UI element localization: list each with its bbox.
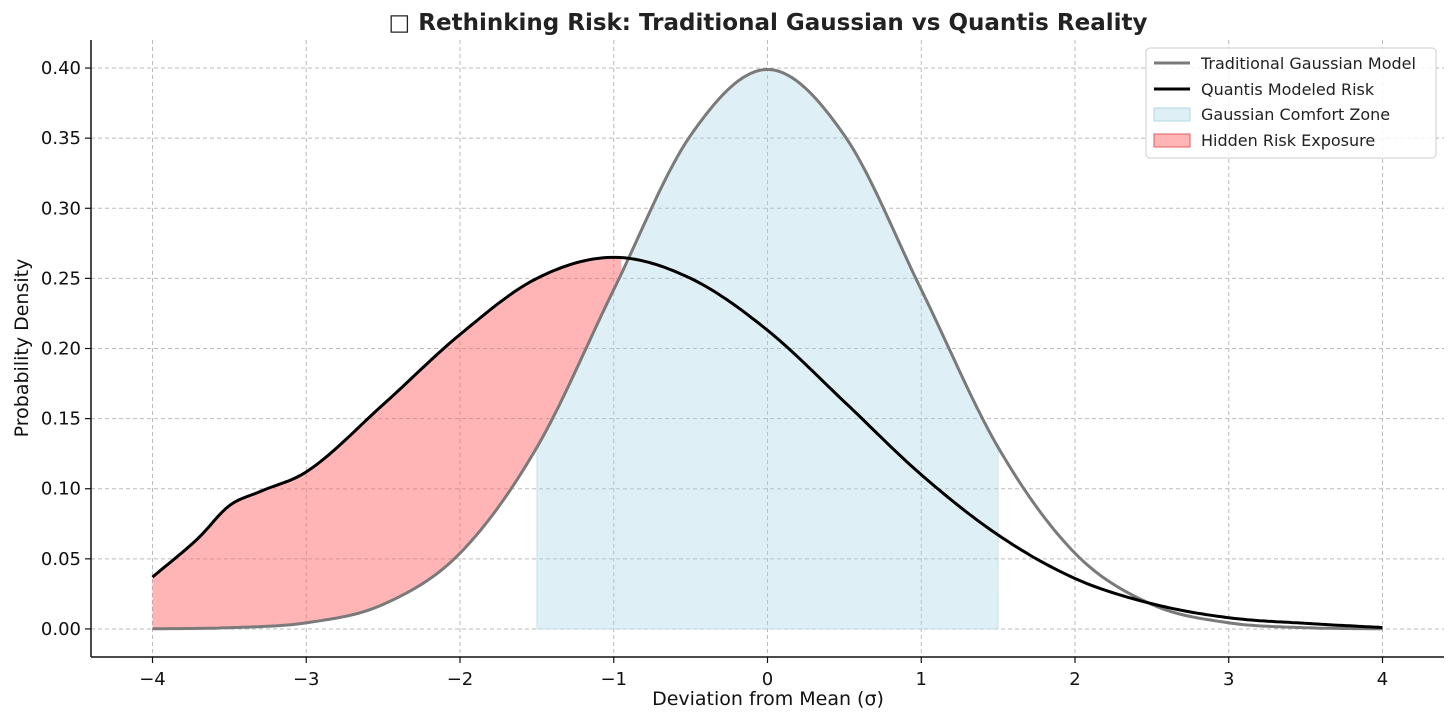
y-tick-label: 0.25 <box>41 268 81 289</box>
x-tick-label: −1 <box>600 669 627 690</box>
x-tick-label: 0 <box>762 669 773 690</box>
x-tick-label: −3 <box>293 669 320 690</box>
shaded-regions <box>152 68 999 630</box>
y-tick-label: 0.35 <box>41 128 81 149</box>
legend-label-gaussian: Traditional Gaussian Model <box>1200 54 1416 73</box>
hidden-risk-area <box>152 257 622 629</box>
y-tick-label: 0.20 <box>41 339 81 360</box>
legend-swatch-comfort-zone <box>1153 107 1191 122</box>
x-tick-label: 4 <box>1377 669 1388 690</box>
comfort-zone-area <box>536 68 999 630</box>
legend-label-quantis: Quantis Modeled Risk <box>1201 80 1375 99</box>
y-tick-label: 0.05 <box>41 549 81 570</box>
legend-label-comfort-zone: Gaussian Comfort Zone <box>1201 105 1390 124</box>
ticks: −4 −3 −2 −1 0 1 2 3 4 0.00 0.05 0.10 0.15 0.20 0.25 0.3… <box>41 58 1388 690</box>
quantis-line <box>151 255 1383 630</box>
y-tick-label: 0.10 <box>41 479 81 500</box>
x-tick-label: 2 <box>1069 669 1080 690</box>
y-tick-label: 0.30 <box>41 198 81 219</box>
x-tick-label: −4 <box>139 669 166 690</box>
y-tick-label: 0.40 <box>41 58 81 79</box>
series-lines <box>151 67 1383 631</box>
x-tick-label: 3 <box>1223 669 1234 690</box>
x-axis-label: Deviation from Mean (σ) <box>652 688 884 710</box>
gaussian-line <box>152 67 1383 631</box>
legend-label-hidden-risk: Hidden Risk Exposure <box>1201 131 1375 150</box>
legend-swatch-hidden-risk <box>1153 133 1191 148</box>
legend: Traditional Gaussian Model Quantis Model… <box>1145 47 1437 159</box>
y-tick-label: 0.15 <box>41 409 81 430</box>
y-tick-label: 0.00 <box>41 619 81 640</box>
legend-box <box>1145 47 1437 159</box>
chart-title: □ Rethinking Risk: Traditional Gaussian … <box>389 10 1148 36</box>
x-tick-label: 1 <box>916 669 927 690</box>
x-tick-label: −2 <box>447 669 474 690</box>
y-axis-label: Probability Density <box>11 259 33 438</box>
